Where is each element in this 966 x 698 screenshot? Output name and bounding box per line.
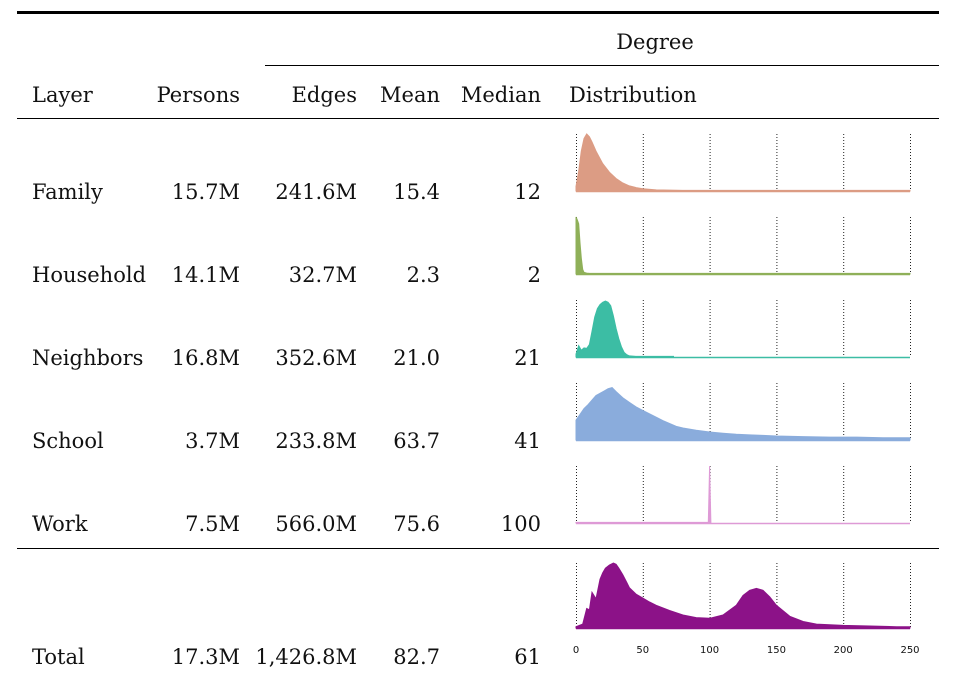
column-header-persons: Persons [156,83,240,107]
group-header-rule [265,65,939,66]
column-header-mean: Mean [380,83,440,107]
cell-layer: Total [32,645,85,669]
column-header-distribution: Distribution [569,83,697,107]
group-header-degree: Degree [616,30,694,54]
x-tick-label: 150 [767,645,786,656]
cell-persons: 3.7M [185,429,240,453]
cell-mean: 75.6 [393,512,440,536]
distribution-area-work [575,465,712,524]
cell-layer: School [32,429,104,453]
column-header-edges: Edges [291,83,357,107]
cell-layer: Family [32,180,103,204]
cell-median: 100 [500,512,541,536]
cell-layer: Work [32,512,88,536]
cell-edges: 1,426.8M [255,645,357,669]
cell-persons: 16.8M [171,346,240,370]
cell-edges: 32.7M [288,263,357,287]
x-tick-label: 50 [636,645,649,656]
x-tick-label: 250 [900,645,919,656]
cell-median: 12 [514,180,541,204]
cell-mean: 63.7 [393,429,440,453]
distribution-area-family [575,133,911,192]
cell-layer: Household [32,263,147,287]
cell-edges: 241.6M [275,180,357,204]
distribution-area-household [575,216,911,275]
cell-median: 2 [527,263,541,287]
cell-mean: 15.4 [393,180,440,204]
cell-mean: 82.7 [393,645,440,669]
column-header-layer: Layer [32,83,93,107]
total-rule [17,548,939,549]
cell-persons: 17.3M [171,645,240,669]
cell-persons: 7.5M [185,512,240,536]
header-rule [17,118,939,119]
cell-mean: 21.0 [393,346,440,370]
cell-median: 41 [514,429,541,453]
cell-mean: 2.3 [406,263,440,287]
cell-median: 21 [514,346,541,370]
x-tick-label: 0 [573,645,579,656]
cell-edges: 566.0M [275,512,357,536]
x-tick-label: 200 [834,645,853,656]
cell-layer: Neighbors [32,346,144,370]
distribution-area-total [575,562,911,629]
cell-persons: 14.1M [171,263,240,287]
cell-median: 61 [514,645,541,669]
distribution-area-school [575,387,911,441]
table-top-rule [17,11,939,14]
distribution-area-neighbors [575,300,674,358]
cell-persons: 15.7M [171,180,240,204]
column-header-median: Median [460,83,541,107]
cell-edges: 233.8M [275,429,357,453]
x-tick-label: 100 [700,645,719,656]
cell-edges: 352.6M [275,346,357,370]
